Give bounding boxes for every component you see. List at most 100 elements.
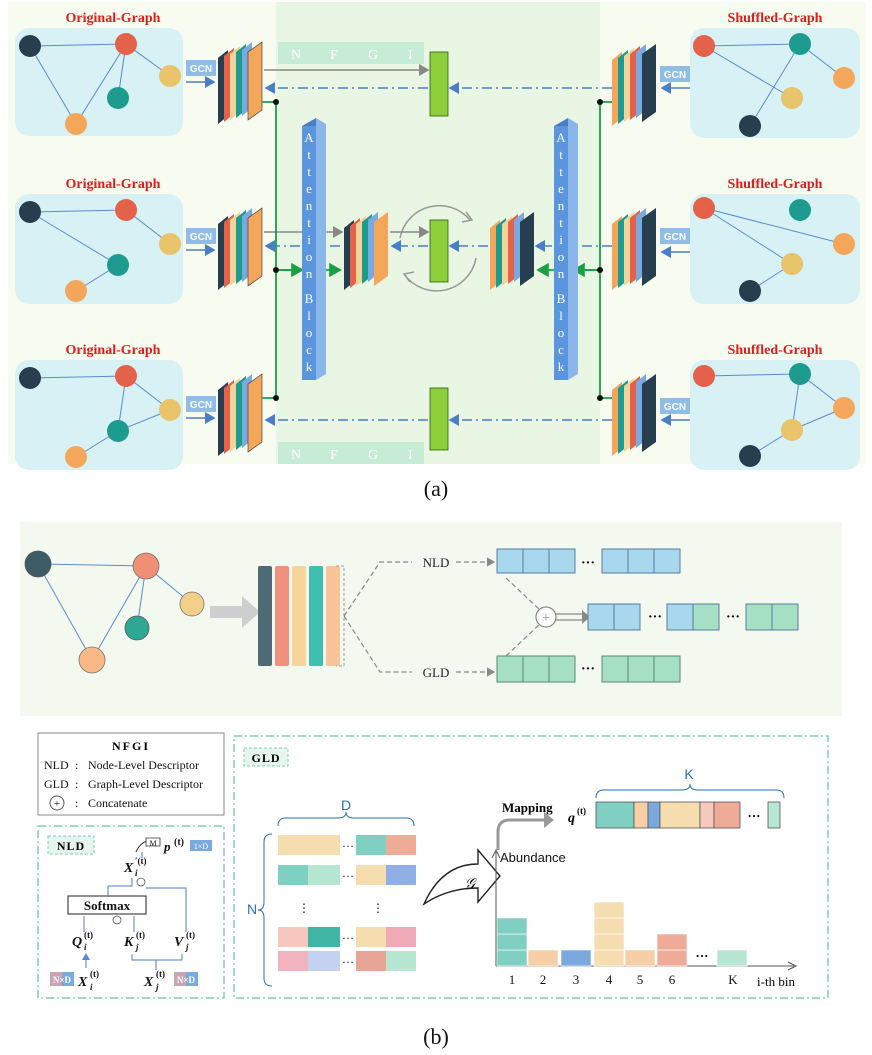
att-right-letters-letter-3: e: [558, 181, 564, 196]
matrix-ellipsis-4: ···: [342, 955, 354, 969]
original-graph-title-3: Original-Graph: [66, 343, 161, 358]
xi-label: X: [77, 975, 88, 990]
input-arrow: [210, 596, 260, 628]
softmax-label: Softmax: [84, 898, 131, 913]
legend-key-concat: +: [54, 798, 60, 810]
legend-sep-gld: :: [75, 777, 78, 791]
xj-sub: j: [154, 982, 159, 992]
att-right-letters-letter-7: o: [558, 249, 565, 264]
attention-block-left: [302, 118, 326, 380]
nfgi-letter-top-2: F: [330, 48, 338, 63]
mapping-small-label: M: [149, 839, 156, 848]
att-right-letters-letter-5: t: [559, 215, 563, 230]
feature-stack-right-2: [612, 208, 656, 290]
q-vector: [595, 801, 781, 829]
att-left-letters-letter-8: n: [306, 266, 313, 281]
gcn-badge-left-2: GCN: [190, 232, 212, 243]
concat-ellipsis-2: ···: [726, 610, 740, 625]
input-graph: [24, 550, 205, 674]
att-left-letters-letter-12: c: [306, 342, 312, 357]
gld-panel-title-box: [243, 747, 289, 767]
matrix-ellipsis-1: ···: [342, 839, 354, 853]
original-graph-3: [15, 360, 183, 470]
abundance-label: Abundance: [500, 850, 566, 865]
legend-text-nld: Node-Level Descriptor: [88, 758, 199, 772]
shuffled-graph-title-2: Shuffled-Graph: [728, 177, 823, 192]
k-sup: (t): [136, 930, 145, 940]
histogram: [496, 901, 748, 967]
histogram-bar-6-seg-0: [716, 949, 748, 967]
att-right-letters-letter-11: o: [558, 325, 565, 340]
legend-key-nld: NLD: [44, 758, 69, 772]
concat-vector: [587, 603, 799, 631]
mapping-label: Mapping: [502, 800, 553, 815]
gcn-badge-left-1: GCN: [190, 64, 212, 75]
bin-tick-3: 3: [573, 972, 580, 987]
gld-branch-label: GLD: [423, 665, 450, 680]
gcn-badge-right-1: GCN: [664, 70, 686, 81]
shuffled-graph-title-1: Shuffled-Graph: [728, 11, 823, 26]
nld-ellipsis: ···: [581, 556, 595, 571]
v-label: V: [174, 935, 185, 950]
att-left-letters-letter-5: t: [307, 215, 311, 230]
att-right-letters-letter-12: c: [558, 342, 564, 357]
histogram-ellipsis: ···: [695, 948, 708, 963]
legend-box: [37, 732, 225, 816]
nld-branch-label: NLD: [423, 555, 450, 570]
att-left-letters-letter-7: o: [306, 249, 313, 264]
att-left-letters-letter-4: n: [306, 198, 313, 213]
matrix-ellipsis-3: ···: [342, 931, 354, 945]
xj-label: X: [143, 975, 154, 990]
q-vector-ellipsis: ···: [747, 808, 760, 823]
n-label: N: [247, 901, 257, 917]
original-graph-title-1: Original-Graph: [66, 11, 161, 26]
xi-sub: i: [90, 982, 93, 992]
nfgi-letter-top-3: G: [368, 48, 378, 63]
histogram-bar-3-seg-3: [593, 901, 625, 919]
gcn-badge-left-3: GCN: [190, 400, 212, 411]
legend-key-gld: GLD: [44, 777, 69, 791]
script-g-label: 𝒢: [465, 876, 477, 892]
original-graph-title-2: Original-Graph: [66, 177, 161, 192]
feature-stack-right-3: [612, 374, 656, 456]
gld-panel: [233, 735, 829, 999]
histogram-bar-3-seg-1: [593, 933, 625, 951]
caption-b: (b): [423, 1024, 449, 1049]
legend-sep-nld: :: [75, 758, 78, 772]
p-sup: (t): [174, 837, 184, 848]
caption-a: (a): [424, 476, 448, 501]
q-vector-label: q: [568, 811, 575, 826]
gcn-badge-right-2: GCN: [664, 232, 686, 243]
feature-stack-left-3: [218, 373, 263, 456]
nfgi-letter-bottom-3: G: [368, 448, 378, 463]
feature-stack-center-right: [490, 212, 534, 290]
nld-vector: [496, 548, 681, 574]
x-prime-sup: ′(t): [135, 856, 147, 866]
legend-title: NFGI: [112, 739, 150, 753]
original-graph-1: [15, 28, 183, 136]
dim-1xd: 1×D: [194, 842, 209, 851]
p-label: p: [163, 839, 171, 854]
nfgi-letter-top-4: I: [408, 48, 413, 63]
v-sup: (t): [186, 930, 195, 940]
nld-panel-title: NLD: [57, 839, 85, 853]
nfgi-letter-bottom-4: I: [408, 448, 413, 463]
histogram-bar-0-seg-1: [496, 933, 528, 951]
q-sup: (t): [84, 930, 93, 940]
recycle-icon: [399, 204, 477, 292]
k-sub: j: [134, 942, 139, 952]
feature-stack-left-1: [218, 41, 263, 124]
att-right-letters-letter-9: B: [557, 291, 566, 306]
att-right-letters-letter-0: A: [556, 130, 566, 145]
matrix-vdots-2: ⋮: [372, 901, 384, 915]
readout-bar-1: [429, 51, 449, 117]
gld-matrix: [278, 835, 416, 971]
histogram-bar-0-seg-2: [496, 917, 528, 935]
concat-plus: +: [542, 611, 550, 626]
bin-axis-label: i-th bin: [757, 974, 795, 989]
att-right-letters-letter-6: i: [559, 232, 563, 247]
d-label: D: [341, 797, 351, 813]
nfgi-letter-bottom-1: N: [291, 448, 301, 463]
matrix-ellipsis-2: ···: [342, 869, 354, 883]
xi-sup: (t): [90, 969, 99, 979]
